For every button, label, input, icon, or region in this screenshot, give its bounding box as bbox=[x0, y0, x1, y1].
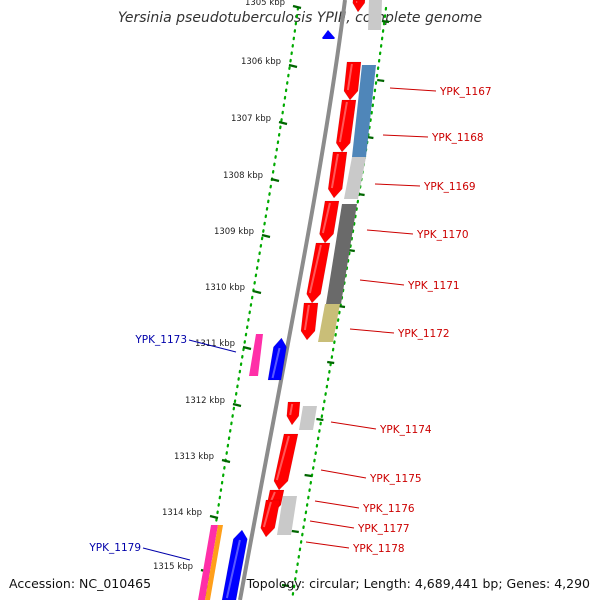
label-leader-line bbox=[142, 547, 191, 561]
forward-gene-arrow[interactable] bbox=[306, 242, 331, 304]
gene-arrow-highlight bbox=[338, 101, 348, 143]
gene-arrow-highlight bbox=[275, 435, 290, 481]
gene-label-forward[interactable]: YPK_1174 bbox=[379, 424, 432, 436]
gene-label-forward[interactable]: YPK_1177 bbox=[357, 523, 410, 535]
gene-label-forward[interactable]: YPK_1172 bbox=[397, 328, 450, 340]
forward-gene-arrow[interactable] bbox=[286, 401, 301, 426]
forward-gene-arrow[interactable] bbox=[327, 151, 348, 199]
tick-label: 1309 kbp bbox=[214, 227, 254, 237]
topology-text: Topology: circular; Length: 4,689,441 bp… bbox=[246, 576, 590, 591]
feature-band-magenta bbox=[249, 334, 263, 376]
outer-ring-tick bbox=[381, 19, 390, 24]
label-leader-line bbox=[314, 500, 360, 509]
tick-label: 1312 kbp bbox=[185, 396, 225, 406]
outer-ring-tick bbox=[304, 473, 312, 478]
feature-track-bar bbox=[368, 0, 382, 30]
label-leader-line bbox=[188, 339, 237, 353]
gene-arrow-highlight bbox=[271, 347, 281, 379]
gene-label-forward[interactable]: YPK_1170 bbox=[416, 229, 469, 241]
label-leader-line bbox=[309, 520, 355, 529]
outer-ring-tick bbox=[316, 417, 324, 422]
gene-label-forward[interactable]: YPK_1168 bbox=[431, 132, 484, 144]
scale-tick bbox=[221, 458, 231, 464]
forward-gene-arrow[interactable] bbox=[335, 99, 357, 153]
forward-gene-arrow[interactable] bbox=[352, 0, 366, 13]
feature-track-bar bbox=[277, 496, 297, 535]
gene-arrow-highlight bbox=[289, 403, 294, 416]
scale-tick bbox=[242, 345, 252, 351]
label-leader-line bbox=[305, 541, 350, 549]
feature-track-bar bbox=[299, 406, 317, 430]
reverse-gene-arrow[interactable] bbox=[322, 30, 335, 39]
kbp-ticks: 1305 kbp 1306 kbp 1307 kbp 1308 kbp 1309 kbp… bbox=[153, 0, 390, 588]
feature-track-bar bbox=[318, 304, 340, 342]
gene-arrow-highlight bbox=[225, 539, 241, 599]
scale-tick bbox=[261, 233, 271, 239]
tick-label: 1311 kbp bbox=[195, 339, 235, 349]
outer-ring-tick bbox=[377, 78, 385, 83]
tick-label: 1313 kbp bbox=[174, 452, 214, 462]
outer-dotted-ring bbox=[290, 6, 388, 600]
label-leader-line bbox=[382, 134, 429, 138]
gene-arrow-highlight bbox=[346, 63, 353, 91]
feature-band-magenta bbox=[198, 525, 218, 600]
forward-gene-arrow[interactable] bbox=[260, 499, 281, 538]
map-title: Yersinia pseudotuberculosis YPIII, compl… bbox=[117, 10, 483, 26]
feature-track-bar bbox=[326, 204, 357, 304]
reverse-gene-arrow[interactable] bbox=[221, 529, 248, 600]
scale-tick bbox=[209, 514, 219, 520]
outer-ring-tick bbox=[327, 360, 335, 365]
gene-label-forward[interactable]: YPK_1169 bbox=[423, 181, 476, 193]
accession-text: Accession: NC_010465 bbox=[9, 576, 152, 591]
gene-arrows[interactable] bbox=[198, 0, 366, 600]
scale-tick bbox=[232, 402, 242, 408]
gene-arrow-highlight bbox=[303, 304, 310, 331]
inner-dotted-ring bbox=[203, 6, 300, 600]
scale-tick bbox=[270, 177, 280, 183]
tick-label: 1315 kbp bbox=[153, 562, 193, 572]
feature-tracks bbox=[277, 0, 382, 535]
scale-tick bbox=[252, 289, 262, 295]
gene-label-forward[interactable]: YPK_1167 bbox=[439, 86, 492, 98]
reverse-gene-arrow[interactable] bbox=[267, 337, 287, 381]
tick-label: 1314 kbp bbox=[162, 508, 202, 518]
tick-label: 1305 kbp bbox=[245, 0, 285, 8]
label-leader-line bbox=[330, 421, 377, 430]
label-leader-line bbox=[366, 229, 414, 235]
gene-label-reverse[interactable]: YPK_1173 bbox=[134, 334, 187, 346]
gene-arrow-highlight bbox=[262, 501, 272, 528]
tick-label: 1310 kbp bbox=[205, 283, 245, 293]
tick-label: 1308 kbp bbox=[223, 171, 263, 181]
label-leader-line bbox=[349, 328, 395, 334]
outer-ring-tick bbox=[291, 529, 299, 534]
tick-label: 1307 kbp bbox=[231, 114, 271, 124]
backbone-line bbox=[238, 0, 347, 600]
label-leader-line bbox=[389, 87, 437, 92]
forward-gene-arrow[interactable] bbox=[319, 200, 340, 244]
gene-arrow-highlight bbox=[308, 244, 322, 294]
feature-band-orange bbox=[205, 525, 223, 600]
feature-track-bar bbox=[344, 157, 366, 199]
tick-label: 1306 kbp bbox=[241, 57, 281, 67]
forward-gene-arrow[interactable] bbox=[343, 61, 362, 101]
label-leader-line bbox=[359, 279, 405, 286]
scale-tick bbox=[278, 120, 288, 126]
scale-tick bbox=[292, 4, 302, 10]
gene-arrow-highlight bbox=[321, 202, 331, 234]
outer-ring-tick bbox=[281, 583, 290, 588]
gene-labels[interactable]: YPK_1167 YPK_1168 YPK_1169 YPK_1170 YPK_1171… bbox=[88, 86, 492, 561]
scale-tick bbox=[288, 63, 298, 69]
forward-gene-arrow[interactable] bbox=[300, 302, 319, 341]
label-leader-line bbox=[374, 183, 421, 187]
forward-gene-arrow[interactable] bbox=[273, 433, 299, 491]
gene-label-forward[interactable]: YPK_1175 bbox=[369, 473, 422, 485]
gene-label-forward[interactable]: YPK_1176 bbox=[362, 503, 415, 515]
gene-arrow-highlight bbox=[330, 153, 339, 189]
gene-label-forward[interactable]: YPK_1178 bbox=[352, 543, 405, 555]
gene-label-reverse[interactable]: YPK_1179 bbox=[88, 542, 141, 554]
label-leader-line bbox=[320, 469, 367, 479]
feature-track-bar bbox=[352, 65, 376, 157]
gene-label-forward[interactable]: YPK_1171 bbox=[407, 280, 460, 292]
